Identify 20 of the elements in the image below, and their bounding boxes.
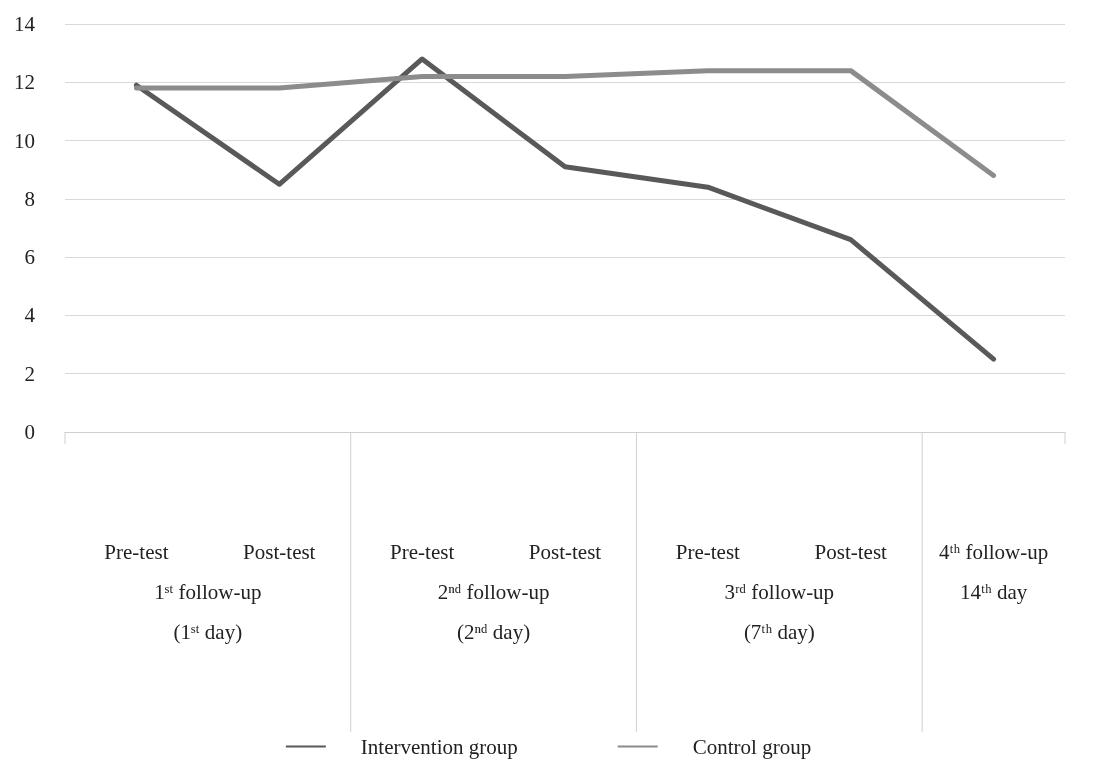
x-tick-label: Pre-test xyxy=(675,540,741,564)
x-tick-label: Pre-test xyxy=(390,540,455,564)
text: 1ˢᵗ follow-up (1ˢᵗ day) xyxy=(154,580,262,644)
x-tick-label: Post-test xyxy=(243,540,316,564)
x-tick-label: Post-test xyxy=(528,540,602,564)
x-tick-label: Pre-test xyxy=(104,540,169,564)
y-tick-label: 8 xyxy=(24,186,35,211)
text: 3ʳᵈ follow-up (7ᵗʰ day) xyxy=(724,580,835,644)
y-tick-label: 14 xyxy=(14,12,36,36)
text: 2ⁿᵈ follow-up (2ⁿᵈ day) xyxy=(437,580,550,644)
y-tick-label: 12 xyxy=(14,70,35,95)
y-tick-label: 2 xyxy=(24,361,35,386)
x-tick-label: Post-test xyxy=(814,540,888,564)
legend-label: Intervention group xyxy=(360,734,518,759)
y-tick-label: 6 xyxy=(24,245,35,270)
y-tick-label: 0 xyxy=(24,420,35,444)
y-tick-label: 10 xyxy=(14,128,35,153)
y-tick-label: 4 xyxy=(24,303,36,328)
x-tick-label: 4ᵗʰ follow-up 14ᵗʰ day xyxy=(938,540,1049,604)
legend-label: Control group xyxy=(692,734,812,759)
